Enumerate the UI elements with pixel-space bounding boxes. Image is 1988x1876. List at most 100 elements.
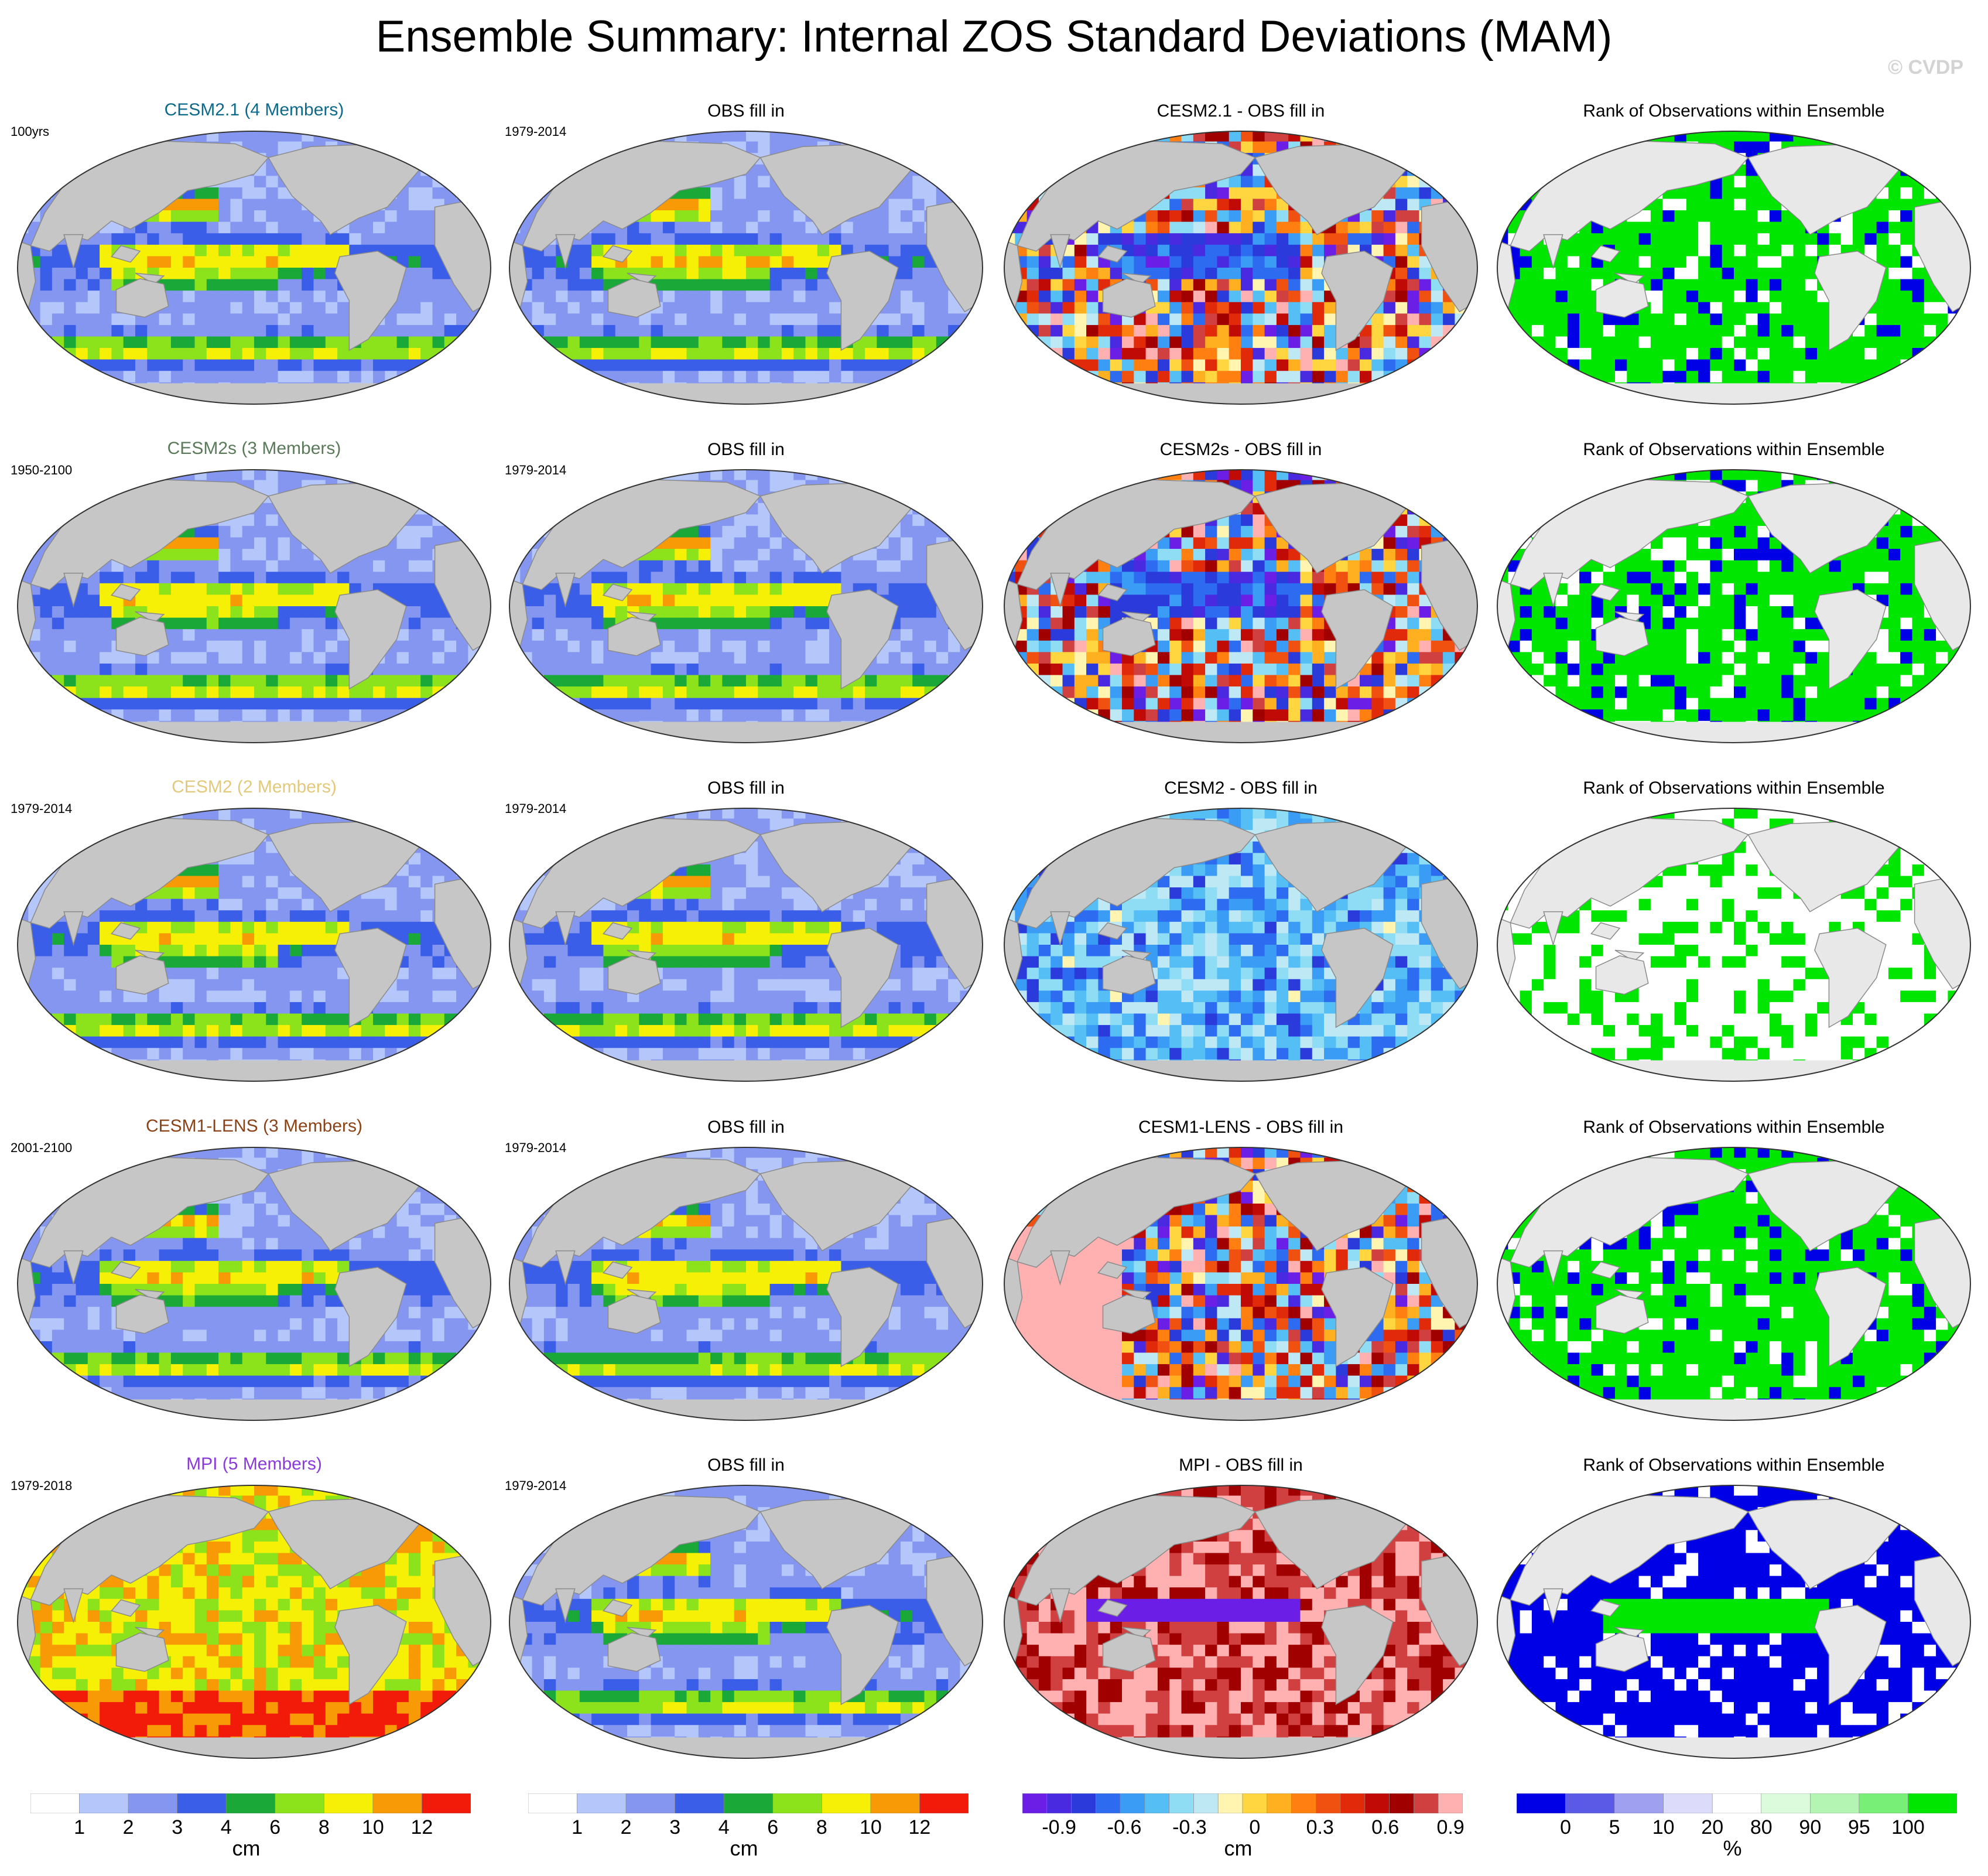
obs-period: 1979-2014: [505, 124, 567, 139]
land-mass: [603, 245, 633, 263]
land-mass: [1614, 1289, 1645, 1301]
land-mass: [1102, 1294, 1156, 1334]
land-mass: [115, 1294, 169, 1334]
land-mass: [603, 1599, 633, 1617]
model-title: CESM1-LENS (3 Members): [145, 1116, 363, 1136]
colorbar-swatch: [1120, 1793, 1145, 1813]
land-mass: [897, 1157, 937, 1180]
map-outline: [1497, 469, 1971, 743]
colorbar-swatch: [1291, 1793, 1316, 1813]
antarctica: [509, 1737, 983, 1758]
colorbar-tick-label: 8: [816, 1816, 827, 1839]
colorbar-swatch: [1712, 1793, 1762, 1813]
colorbar-swatch: [275, 1793, 324, 1813]
colorbar-swatch: [1242, 1793, 1268, 1813]
colorbar-swatch: [422, 1793, 471, 1813]
colorbar-tick-label: -0.3: [1172, 1816, 1207, 1839]
land-mass: [405, 1495, 445, 1518]
land-mass: [1050, 911, 1070, 946]
map-outline: [509, 808, 983, 1082]
diff-title: MPI - OBS fill in: [1179, 1455, 1303, 1475]
colorbar-unit: %: [1723, 1836, 1742, 1860]
model-period: 1979-2014: [11, 801, 73, 816]
colorbar-tick-label: 6: [269, 1816, 281, 1839]
colorbar-swatch: [528, 1793, 577, 1813]
colorbar-swatch: [1663, 1793, 1713, 1813]
colorbar-tick-label: 1: [74, 1816, 85, 1839]
land-mass: [63, 1250, 84, 1286]
colorbar-tick-label: 10: [1652, 1816, 1675, 1839]
rank-map-panel: [1497, 469, 1971, 743]
map-outline: [17, 808, 491, 1082]
diff-map-panel: [1004, 131, 1478, 405]
obs-map-panel: [509, 808, 983, 1082]
land-mass: [1590, 1599, 1621, 1617]
land-mass: [63, 911, 84, 946]
land-mass: [1321, 1267, 1394, 1368]
colorbar-tick-label: 80: [1750, 1816, 1773, 1839]
land-mass: [1590, 922, 1621, 940]
colorbar-swatch: [1364, 1793, 1390, 1813]
colorbar-tick-label: 2: [620, 1816, 632, 1839]
map-outline: [1004, 1147, 1478, 1421]
antarctica: [18, 383, 491, 404]
model-title: CESM2 (2 Members): [172, 777, 337, 797]
rank-title: Rank of Observations within Ensemble: [1583, 101, 1885, 121]
rank-title: Rank of Observations within Ensemble: [1583, 1455, 1885, 1475]
colorbar-swatch: [30, 1793, 80, 1813]
land-mass: [111, 922, 141, 940]
colorbar-tick-label: 4: [718, 1816, 730, 1839]
colorbar-unit: cm: [232, 1836, 261, 1860]
land-mass: [627, 1289, 657, 1301]
colorbar-swatch: [723, 1793, 774, 1813]
map-outline: [1004, 1485, 1478, 1759]
map-outline: [1004, 131, 1478, 405]
land-mass: [1543, 1250, 1563, 1286]
model-map-panel: [17, 808, 491, 1082]
colorbar-std: [30, 1793, 471, 1813]
obs-period: 1979-2014: [505, 1140, 567, 1155]
model-title: CESM2s (3 Members): [167, 439, 341, 458]
antarctica: [1497, 1399, 1970, 1420]
colorbar-tick-label: 100: [1891, 1816, 1925, 1839]
model-period: 1950-2100: [11, 463, 73, 477]
model-title: CESM2.1 (4 Members): [164, 100, 344, 119]
colorbar-swatch: [1071, 1793, 1096, 1813]
colorbar-swatch: [870, 1793, 920, 1813]
colorbar-swatch: [1169, 1793, 1194, 1813]
land-mass: [897, 141, 937, 164]
model-period: 100yrs: [11, 124, 50, 139]
watermark: © CVDP: [1888, 56, 1963, 78]
colorbar-swatch: [1144, 1793, 1169, 1813]
land-mass: [607, 617, 661, 657]
colorbar-swatch: [625, 1793, 675, 1813]
land-mass: [405, 818, 445, 841]
land-mass: [115, 617, 169, 657]
obs-map-panel: [509, 469, 983, 743]
map-outline: [1497, 1147, 1971, 1421]
land-mass: [1097, 1261, 1128, 1279]
land-mass: [63, 234, 84, 269]
model-period: 1979-2018: [11, 1478, 73, 1493]
land-mass: [826, 1605, 899, 1706]
colorbar-unit: cm: [1224, 1836, 1253, 1860]
land-mass: [63, 1588, 84, 1624]
colorbar-tick-label: -0.6: [1107, 1816, 1142, 1839]
diff-title: CESM2s - OBS fill in: [1159, 440, 1322, 459]
diff-title: CESM1-LENS - OBS fill in: [1138, 1118, 1344, 1137]
antarctica: [1004, 722, 1477, 743]
colorbar-swatch: [324, 1793, 374, 1813]
colorbar-swatch: [128, 1793, 177, 1813]
land-mass: [627, 611, 657, 624]
land-mass: [1885, 141, 1925, 164]
land-mass: [1590, 583, 1621, 602]
antarctica: [18, 1060, 491, 1081]
colorbar-diff: [1022, 1793, 1463, 1813]
colorbar-tick-label: 0.3: [1306, 1816, 1334, 1839]
diff-title: CESM2 - OBS fill in: [1164, 778, 1318, 798]
antarctica: [509, 722, 983, 743]
colorbar-tick-label: 4: [220, 1816, 232, 1839]
land-mass: [607, 278, 661, 318]
land-mass: [405, 1157, 445, 1180]
map-field: [1004, 470, 1477, 743]
